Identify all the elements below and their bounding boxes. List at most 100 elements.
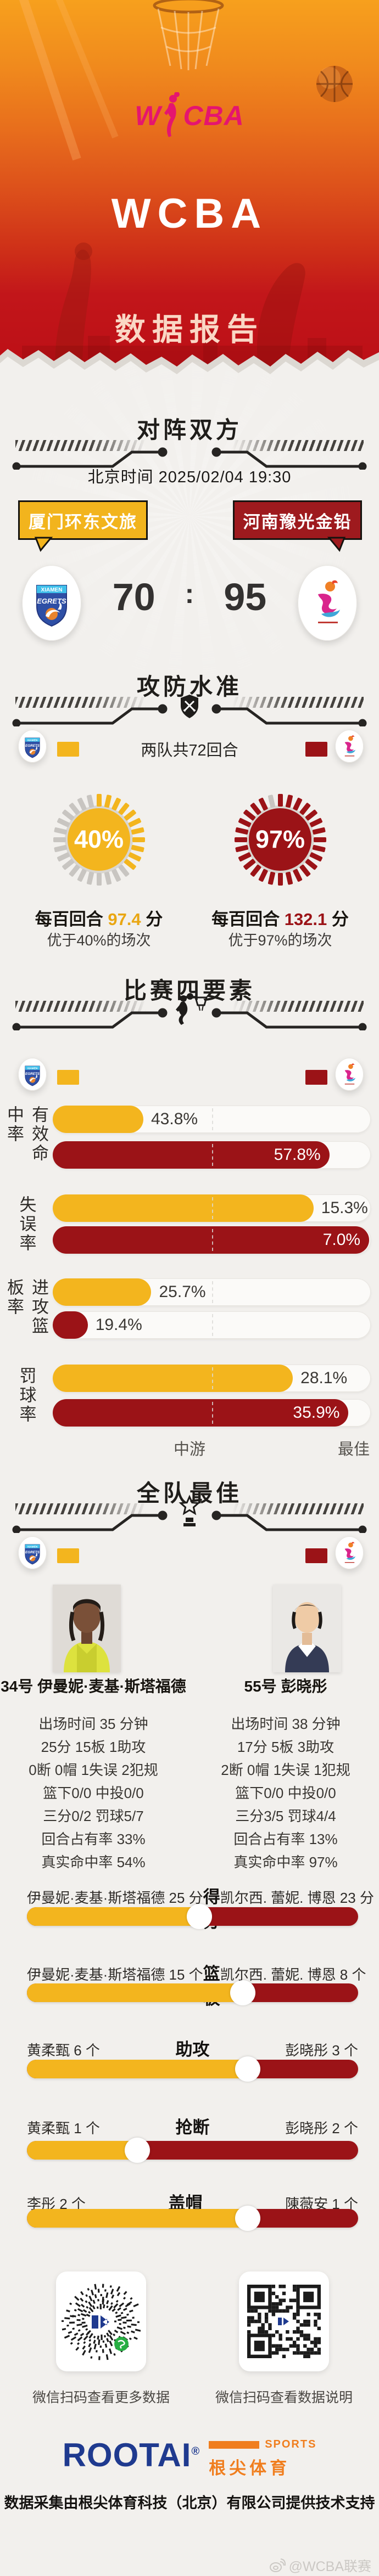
away-score: 95 — [224, 576, 267, 618]
hero-title: WCBA — [111, 190, 268, 237]
home-team-logo-small — [18, 730, 47, 763]
axis-label-mid: 中游 — [173, 1441, 206, 1458]
basketball-net-decoration — [153, 0, 224, 70]
oreb-away-bar: 19.4% — [53, 1311, 371, 1339]
away-color-swatch — [305, 742, 327, 757]
home-team-logo-small — [18, 1536, 47, 1569]
away-team-logo — [298, 565, 357, 641]
rootai-wordmark: ROOTAI® — [62, 2437, 200, 2473]
backboard-decoration — [18, 0, 119, 161]
possessions-note: 两队共72回合 — [141, 742, 238, 759]
away-gauge-percent: 97% — [246, 805, 314, 873]
away-points-per-100: 132.1 — [284, 910, 327, 929]
away-rating-gauge: 97% — [228, 787, 332, 892]
away-team-logo-small — [335, 730, 364, 763]
home-team-banner: 厦门环东文旅 — [18, 495, 153, 552]
qr-left-caption: 微信扫码查看更多数据 — [32, 2390, 170, 2405]
home-color-swatch — [57, 1070, 79, 1085]
stat-line: 真实命中率 54% — [41, 1854, 146, 1870]
stat-line: 真实命中率 97% — [233, 1854, 338, 1870]
hatch-left — [15, 440, 151, 451]
divider-line — [12, 447, 367, 471]
ftrate-home-bar: 28.1% — [53, 1365, 371, 1392]
turnover-home-bar: 15.3% — [53, 1194, 371, 1222]
stat-line: 出场时间 35 分钟 — [38, 1716, 148, 1732]
efg-away-bar: 57.8% — [53, 1141, 371, 1169]
dunking-player-icon — [176, 993, 208, 1025]
turnover-away-bar: 7.0% — [53, 1226, 371, 1254]
rootai-chinese-name: 根尖体育 — [209, 2459, 291, 2478]
axis-label-best: 最佳 — [338, 1441, 370, 1458]
stat-line: 三分3/5 罚球4/4 — [235, 1808, 336, 1824]
home-score: 70 — [112, 576, 155, 618]
home-team-logo-small — [18, 1058, 47, 1091]
stat-line: 0断 0帽 1失误 2犯规 — [29, 1762, 158, 1778]
hatch-right — [228, 440, 364, 451]
qr-code-more-data — [56, 2271, 146, 2371]
rebounds-comparison-bar — [27, 1980, 358, 2005]
weibo-watermark: @WCBA联赛 — [269, 2556, 371, 2575]
stat-line: 回合占有率 13% — [233, 1831, 338, 1847]
home-gauge-percent: 40% — [65, 805, 133, 873]
divider-line — [12, 1510, 367, 1534]
away-team-banner: 河南豫光金铅 — [233, 495, 367, 552]
divider-team-best — [0, 1495, 379, 1534]
basketball-decoration — [316, 66, 353, 102]
final-score: 70 : 95 — [0, 575, 379, 619]
away-player-name: 55号 彭晓彤 — [244, 1678, 327, 1695]
hero-banner: W CBA WCBA 数据报告 — [0, 0, 379, 367]
away-color-swatch — [305, 1070, 327, 1085]
away-player-photo — [273, 1585, 341, 1672]
wcba-logo-w: W — [135, 100, 161, 131]
assists-comparison-bar — [27, 2056, 358, 2082]
banner-tail — [327, 537, 346, 552]
wcba-logo-cba: CBA — [183, 100, 244, 131]
home-rating-gauge: 40% — [47, 787, 151, 892]
stat-line: 回合占有率 33% — [41, 1831, 146, 1847]
game-datetime: 北京时间 2025/02/04 19:30 — [87, 469, 292, 486]
divider-offense-defense — [0, 695, 379, 728]
oreb-home-bar: 25.7% — [53, 1278, 371, 1306]
steals-comparison-bar — [27, 2138, 358, 2163]
qr-left-pattern — [61, 2284, 141, 2360]
away-rating-line: 每百回合 132.1 分 — [211, 910, 349, 929]
stat-line: 2断 0帽 1失误 1犯规 — [221, 1762, 350, 1778]
weibo-icon — [269, 2558, 286, 2572]
steals-comparison-labels: 黄柔甄 1 个 抢断 彭晓彤 2 个 — [27, 2118, 358, 2137]
banner-tail — [34, 537, 53, 552]
rootai-orange-bar — [209, 2440, 260, 2449]
divider-four-factors — [0, 993, 379, 1031]
home-rating-line: 每百回合 97.4 分 — [35, 910, 163, 929]
efg-home-bar: 43.8% — [53, 1106, 371, 1133]
stat-line: 出场时间 38 分钟 — [231, 1716, 341, 1732]
away-team-logo-small — [335, 1536, 364, 1569]
factor-label-efg: 有效命中率 — [4, 1106, 48, 1163]
home-rating-sub: 优于40%的场次 — [47, 932, 151, 949]
divider-line — [12, 704, 367, 728]
home-team-name: 厦门环东文旅 — [29, 512, 137, 532]
points-comparison-bar — [27, 1904, 358, 1929]
away-color-swatch — [305, 1548, 327, 1563]
score-separator: : — [185, 578, 194, 609]
home-color-swatch — [57, 1548, 79, 1563]
hero-subtitle: 数据报告 — [115, 312, 264, 347]
stat-line: 17分 5板 3助攻 — [237, 1739, 335, 1755]
home-player-name: 34号 伊曼妮·麦基·斯塔福德 — [1, 1678, 186, 1695]
home-player-photo — [53, 1585, 121, 1672]
factor-label-ftrate: 罚球率 — [16, 1367, 36, 1424]
stat-line: 篮下0/0 中投0/0 — [43, 1785, 144, 1801]
wcba-league-logo: W CBA — [0, 92, 379, 139]
qr-right-pattern — [247, 2285, 321, 2358]
rootai-logo: ROOTAI® SPORTS 根尖体育 — [0, 2434, 379, 2479]
rootai-sports-label: SPORTS — [265, 2438, 317, 2450]
blocks-comparison-bar — [27, 2206, 358, 2231]
wcba-logo-player-icon — [164, 92, 180, 137]
section-title-four-factors: 比赛四要素 — [123, 978, 255, 1004]
divider-line — [12, 1008, 367, 1031]
qr-right-caption: 微信扫码查看数据说明 — [215, 2390, 353, 2405]
home-color-swatch — [57, 742, 79, 757]
trophy-star-icon — [179, 1495, 200, 1526]
home-team-logo — [22, 565, 81, 641]
ftrate-away-bar: 35.9% — [53, 1399, 371, 1427]
